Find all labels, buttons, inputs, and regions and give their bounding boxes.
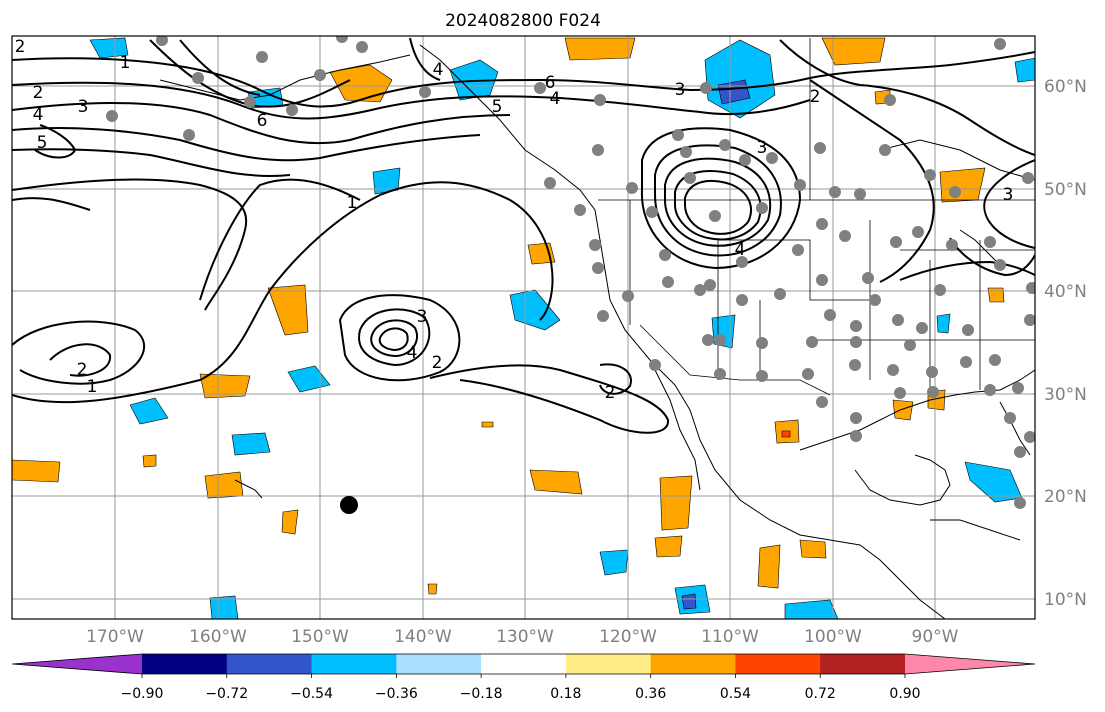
svg-text:1: 1 — [347, 193, 358, 213]
svg-text:1: 1 — [120, 53, 131, 73]
svg-text:10°N: 10°N — [1044, 590, 1087, 610]
station-dots — [106, 36, 1035, 509]
svg-text:90°W: 90°W — [912, 627, 959, 647]
colorbar-tick-label: −0.36 — [375, 686, 418, 702]
svg-text:2: 2 — [15, 37, 26, 57]
colorbar-segment — [142, 654, 228, 674]
svg-text:3: 3 — [675, 80, 686, 100]
colorbar-segment — [820, 654, 906, 674]
svg-text:4: 4 — [550, 89, 561, 109]
colorbar-segment — [396, 654, 482, 674]
svg-text:100°W: 100°W — [804, 627, 862, 647]
svg-text:4: 4 — [33, 105, 44, 125]
colorbar-tick-label: 0.36 — [635, 686, 666, 702]
svg-text:120°W: 120°W — [599, 627, 657, 647]
graticule — [12, 36, 1035, 619]
svg-text:5: 5 — [37, 133, 48, 153]
map-panel: 2 1 2 4 3 5 4 6 5 6 4 3 2 3 1 3 4 2 2 1 — [11, 35, 1036, 620]
svg-text:20°N: 20°N — [1044, 487, 1087, 507]
typhoon-marker — [340, 496, 358, 514]
svg-text:4: 4 — [735, 240, 746, 260]
svg-text:3: 3 — [78, 97, 89, 117]
longitude-labels: 170°W 160°W 150°W 140°W 130°W 120°W 110°… — [86, 627, 959, 647]
svg-text:6: 6 — [545, 73, 556, 93]
colorbar-segment — [565, 654, 652, 674]
svg-text:4: 4 — [407, 343, 418, 363]
colorbar-tick-label: −0.72 — [205, 686, 248, 702]
svg-text:50°N: 50°N — [1044, 180, 1087, 200]
coastlines — [159, 44, 1035, 619]
colorbar-tick-label: −0.18 — [460, 686, 503, 702]
svg-text:3: 3 — [1003, 185, 1014, 205]
colorbar-tick-label: −0.54 — [290, 686, 333, 702]
svg-text:3: 3 — [757, 138, 768, 158]
svg-text:140°W: 140°W — [394, 627, 452, 647]
latitude-labels: 60°N 50°N 40°N 30°N 20°N 10°N — [1044, 77, 1087, 610]
svg-text:4: 4 — [433, 60, 444, 80]
shaded-anomalies — [12, 37, 1035, 619]
svg-text:1: 1 — [87, 377, 98, 397]
svg-text:150°W: 150°W — [291, 627, 349, 647]
colorbar-extend-high — [905, 654, 1035, 674]
map-frame — [11, 35, 1036, 620]
colorbar-extend-low — [12, 654, 142, 674]
figure-title: 2024082800 F024 — [445, 11, 601, 31]
colorbar-segment — [481, 654, 567, 674]
svg-text:170°W: 170°W — [86, 627, 144, 647]
svg-text:30°N: 30°N — [1044, 385, 1087, 405]
svg-text:160°W: 160°W — [189, 627, 247, 647]
svg-text:5: 5 — [492, 97, 503, 117]
colorbar-segment — [311, 654, 397, 674]
svg-text:2: 2 — [432, 353, 443, 373]
svg-text:60°N: 60°N — [1044, 77, 1087, 97]
contour-labels: 2 1 2 4 3 5 4 6 5 6 4 3 2 3 1 3 4 2 2 1 — [15, 37, 1014, 403]
colorbar-segment — [226, 654, 313, 674]
colorbar-tick-label: 0.72 — [805, 686, 836, 702]
svg-text:3: 3 — [417, 307, 428, 327]
svg-text:110°W: 110°W — [701, 627, 759, 647]
svg-text:40°N: 40°N — [1044, 282, 1087, 302]
svg-text:6: 6 — [257, 111, 268, 131]
colorbar-tick-label: 0.18 — [550, 686, 581, 702]
colorbar-segment — [650, 654, 736, 674]
colorbar-tick-label: −0.90 — [121, 686, 164, 702]
colorbar-tick-label: 0.90 — [889, 686, 920, 702]
svg-text:2: 2 — [33, 83, 44, 103]
svg-text:2: 2 — [810, 87, 821, 107]
svg-text:130°W: 130°W — [496, 627, 554, 647]
colorbar-segment — [735, 654, 821, 674]
colorbar-tick-label: 0.54 — [720, 686, 751, 702]
colorbar: −0.90 −0.72 −0.54 −0.36 −0.18 0.18 0.36 0.54 0.7… — [11, 653, 1036, 702]
svg-text:2: 2 — [605, 383, 616, 403]
svg-text:2: 2 — [77, 360, 88, 380]
